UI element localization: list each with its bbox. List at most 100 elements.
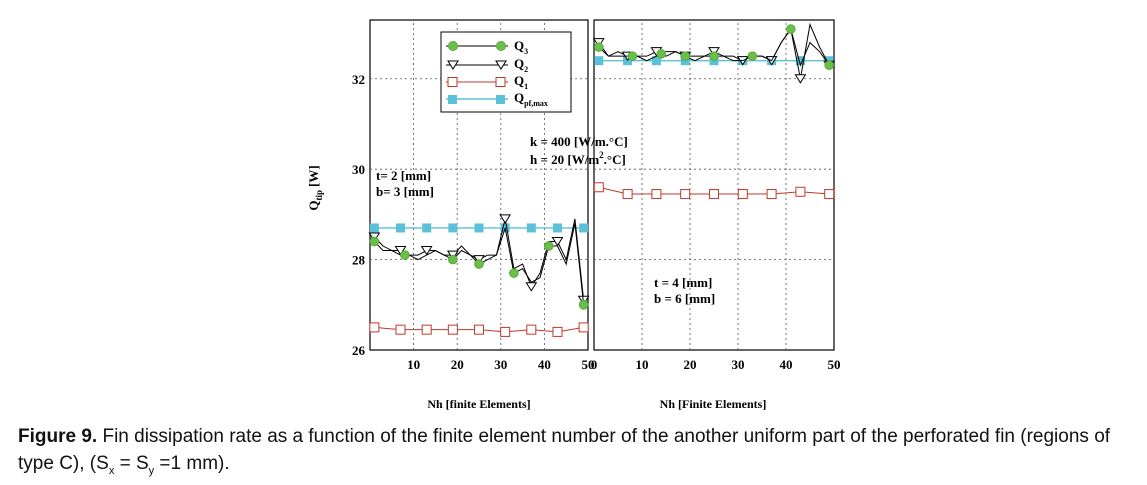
left-marker-q1 <box>421 324 432 335</box>
left-x-tick-label: 20 <box>451 357 464 372</box>
left-marker-q3 <box>448 254 458 265</box>
left-marker-qpfmax <box>369 223 379 233</box>
right-marker-q3 <box>786 24 796 34</box>
caption-end: =1 mm). <box>154 453 230 474</box>
y-tick-label: 26 <box>352 343 366 358</box>
right-marker-q3 <box>709 51 719 61</box>
left-annotation-t: t= 2 [mm] <box>376 168 431 183</box>
legend-q1-label: Q1 <box>514 73 528 91</box>
right-x-tick-label: 20 <box>684 357 697 372</box>
right-marker-q1 <box>680 189 691 200</box>
left-marker-q1 <box>578 322 589 333</box>
right-series-group <box>592 22 836 200</box>
right-marker-q1 <box>795 186 806 197</box>
left-marker-q3 <box>543 241 554 251</box>
right-marker-q1 <box>766 189 777 200</box>
left-marker-q3 <box>369 236 380 247</box>
left-marker-qpfmax <box>422 223 432 233</box>
left-marker-qpfmax <box>579 223 589 233</box>
left-marker-qpfmax <box>552 223 562 233</box>
legend-q2-label: Q2 <box>514 56 528 74</box>
legend-q1-marker-right <box>495 77 506 87</box>
caption-sx-sub: x <box>108 464 115 477</box>
left-marker-q3 <box>474 259 484 269</box>
left-x-axis-label: Nh [finite Elements] <box>427 397 530 411</box>
left-x-tick-label: 30 <box>494 357 507 372</box>
left-plot-frame <box>369 19 589 351</box>
right-annotation-b: b = 6 [mm] <box>654 291 715 306</box>
left-annotation-b: b= 3 [mm] <box>376 184 434 199</box>
right-x-tick-label: 0 <box>591 357 598 372</box>
right-marker-q1 <box>709 189 719 200</box>
left-marker-q1 <box>474 324 484 335</box>
legend-q1-marker <box>447 77 458 87</box>
right-marker-qpfmax <box>594 56 604 66</box>
right-marker-q1 <box>593 182 604 193</box>
right-marker-q1 <box>651 189 662 200</box>
y-tick-label: 28 <box>352 253 366 268</box>
legend-q3-marker <box>448 41 458 51</box>
right-marker-q3 <box>824 60 835 71</box>
tick-labels: 10 20 30 40 50 26 28 30 32 0 10 20 30 40 50 <box>352 72 841 372</box>
legend-box <box>440 31 572 113</box>
left-marker-q3 <box>400 250 410 260</box>
left-series-group <box>368 214 590 337</box>
right-marker-q3 <box>747 51 758 61</box>
right-marker-q3 <box>627 51 638 61</box>
legend-q3-label: Q3 <box>514 38 528 56</box>
caption-label: Figure 9. <box>18 426 98 447</box>
left-marker-q2 <box>499 214 512 224</box>
legend-qpf-marker-right <box>496 95 505 104</box>
left-marker-q1 <box>526 324 537 335</box>
y-axis-label: Qtip[W] <box>306 165 324 210</box>
right-x-tick-label: 10 <box>636 357 649 372</box>
left-marker-q1 <box>552 326 563 337</box>
left-x-tick-label: 40 <box>538 357 551 372</box>
left-marker-qpfmax <box>448 223 458 233</box>
conductivity-annotation: k = 400 [W/m.°C] <box>530 134 628 149</box>
right-annotation-t: t = 4 [mm] <box>654 275 712 290</box>
right-marker-qpfmax <box>651 56 661 66</box>
right-marker-q1 <box>737 189 748 200</box>
right-x-tick-label: 40 <box>780 357 793 372</box>
convection-annotation: h = 20 [W/m2.°C] <box>530 150 626 167</box>
right-marker-q1 <box>622 189 633 200</box>
left-x-tick-label: 50 <box>582 357 595 372</box>
left-marker-q3 <box>578 299 589 310</box>
left-marker-q1 <box>395 324 406 335</box>
right-marker-q3 <box>680 51 691 61</box>
right-x-tick-label: 30 <box>732 357 745 372</box>
right-x-tick-label: 50 <box>828 357 841 372</box>
left-marker-q3 <box>509 268 519 278</box>
right-marker-q1 <box>824 189 835 200</box>
left-marker-qpfmax <box>396 223 406 233</box>
left-marker-q1 <box>447 324 458 335</box>
y-tick-label: 30 <box>352 162 365 177</box>
figure-caption: Figure 9. Fin dissipation rate as a func… <box>18 423 1138 485</box>
left-marker-q1 <box>369 322 380 333</box>
legend-qpf-label: Qpf,max <box>514 90 548 108</box>
figure-canvas: 10 20 30 40 50 26 28 30 32 0 10 20 30 40 50 Qtip[W] Nh… <box>306 19 841 411</box>
legend-qpf-marker <box>448 95 457 104</box>
left-marker-q2 <box>525 282 538 292</box>
left-marker-q2 <box>551 237 564 247</box>
right-grid <box>594 20 834 350</box>
left-x-tick-label: 10 <box>407 357 420 372</box>
right-marker-q3 <box>594 42 604 52</box>
right-marker-qpfmax <box>795 56 805 66</box>
left-marker-q2 <box>394 246 407 256</box>
right-x-axis-label: Nh [Finite Elements] <box>660 397 767 411</box>
legend-q3-marker-right <box>496 41 506 51</box>
left-marker-qpfmax <box>474 223 484 233</box>
left-marker-q1 <box>500 326 511 337</box>
caption-mid: = S <box>114 453 149 474</box>
right-marker-q2 <box>794 74 807 84</box>
legend: Q3 Q2 Q1 Qpf,max <box>440 31 572 113</box>
caption-text: Fin dissipation rate as a function of th… <box>18 426 1111 474</box>
left-marker-q2 <box>420 246 433 256</box>
right-marker-q3 <box>656 49 667 59</box>
left-marker-qpfmax <box>526 223 536 233</box>
legend-q2-marker-right <box>495 60 507 70</box>
y-tick-label: 32 <box>352 72 365 87</box>
caption-sy-sub: y <box>148 464 155 477</box>
